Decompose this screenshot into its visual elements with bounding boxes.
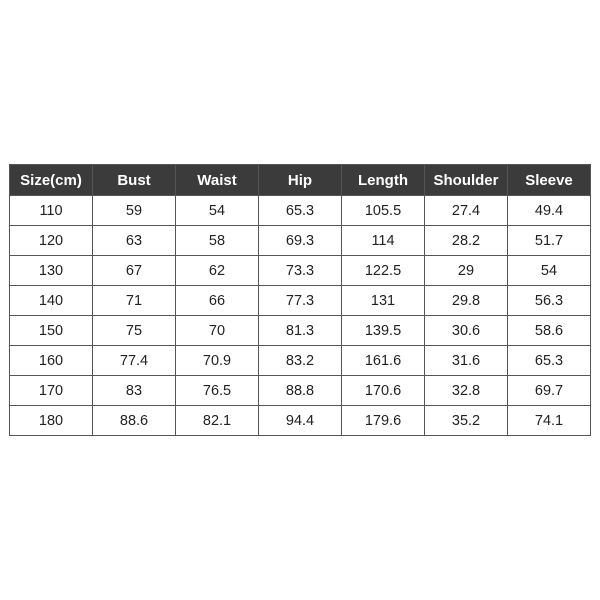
column-header: Length [341, 164, 425, 196]
table-row: 140 71 66 77.3 131 29.8 56.3 [9, 285, 591, 316]
column-header: Bust [92, 164, 176, 196]
table-cell: 28.2 [424, 225, 508, 256]
table-cell: 65.3 [258, 195, 342, 226]
table-cell: 59 [92, 195, 176, 226]
table-cell: 75 [92, 315, 176, 346]
table-cell: 63 [92, 225, 176, 256]
table-cell: 88.6 [92, 405, 176, 436]
table-cell: 160 [9, 345, 93, 376]
table-cell: 81.3 [258, 315, 342, 346]
table-cell: 130 [9, 255, 93, 286]
table-cell: 32.8 [424, 375, 508, 406]
column-header: Size(cm) [9, 164, 93, 196]
table-cell: 179.6 [341, 405, 425, 436]
table-cell: 54 [175, 195, 259, 226]
table-cell: 94.4 [258, 405, 342, 436]
table-cell: 114 [341, 225, 425, 256]
table-cell: 31.6 [424, 345, 508, 376]
table-cell: 139.5 [341, 315, 425, 346]
table-cell: 29.8 [424, 285, 508, 316]
table-cell: 77.4 [92, 345, 176, 376]
column-header: Hip [258, 164, 342, 196]
table-row: 180 88.6 82.1 94.4 179.6 35.2 74.1 [9, 405, 591, 436]
table-cell: 161.6 [341, 345, 425, 376]
table-cell: 83.2 [258, 345, 342, 376]
table-cell: 49.4 [507, 195, 591, 226]
table-cell: 27.4 [424, 195, 508, 226]
table-cell: 56.3 [507, 285, 591, 316]
table-cell: 62 [175, 255, 259, 286]
table-cell: 66 [175, 285, 259, 316]
table-cell: 29 [424, 255, 508, 286]
table-cell: 70.9 [175, 345, 259, 376]
column-header: Waist [175, 164, 259, 196]
table-cell: 58 [175, 225, 259, 256]
table-cell: 77.3 [258, 285, 342, 316]
table-header: Size(cm) Bust Waist Hip Length Shoulder Sleeve [9, 164, 591, 196]
table-cell: 120 [9, 225, 93, 256]
column-header: Sleeve [507, 164, 591, 196]
table-cell: 170 [9, 375, 93, 406]
table-cell: 51.7 [507, 225, 591, 256]
table-cell: 150 [9, 315, 93, 346]
table-cell: 180 [9, 405, 93, 436]
table-row: 120 63 58 69.3 114 28.2 51.7 [9, 225, 591, 256]
table-cell: 74.1 [507, 405, 591, 436]
table-cell: 71 [92, 285, 176, 316]
table-body: 110 59 54 65.3 105.5 27.4 49.4 120 63 58 69.3 114 28… [9, 195, 591, 436]
table-cell: 105.5 [341, 195, 425, 226]
table-cell: 65.3 [507, 345, 591, 376]
table-cell: 69.7 [507, 375, 591, 406]
table-cell: 76.5 [175, 375, 259, 406]
table-cell: 67 [92, 255, 176, 286]
table-cell: 58.6 [507, 315, 591, 346]
table-row: 110 59 54 65.3 105.5 27.4 49.4 [9, 195, 591, 226]
table-cell: 35.2 [424, 405, 508, 436]
table-cell: 88.8 [258, 375, 342, 406]
column-header: Shoulder [424, 164, 508, 196]
size-chart-table: Size(cm) Bust Waist Hip Length Shoulder Sleeve… [9, 164, 591, 436]
table-row: 160 77.4 70.9 83.2 161.6 31.6 65.3 [9, 345, 591, 376]
table-cell: 110 [9, 195, 93, 226]
table-row: 150 75 70 81.3 139.5 30.6 58.6 [9, 315, 591, 346]
table-cell: 140 [9, 285, 93, 316]
table-cell: 122.5 [341, 255, 425, 286]
table-cell: 83 [92, 375, 176, 406]
table-cell: 82.1 [175, 405, 259, 436]
table-row: 130 67 62 73.3 122.5 29 54 [9, 255, 591, 286]
table-cell: 170.6 [341, 375, 425, 406]
table-cell: 70 [175, 315, 259, 346]
table-cell: 73.3 [258, 255, 342, 286]
table-row: 170 83 76.5 88.8 170.6 32.8 69.7 [9, 375, 591, 406]
table-cell: 54 [507, 255, 591, 286]
table-cell: 69.3 [258, 225, 342, 256]
header-row: Size(cm) Bust Waist Hip Length Shoulder Sleeve [9, 164, 591, 196]
table-cell: 30.6 [424, 315, 508, 346]
table-cell: 131 [341, 285, 425, 316]
